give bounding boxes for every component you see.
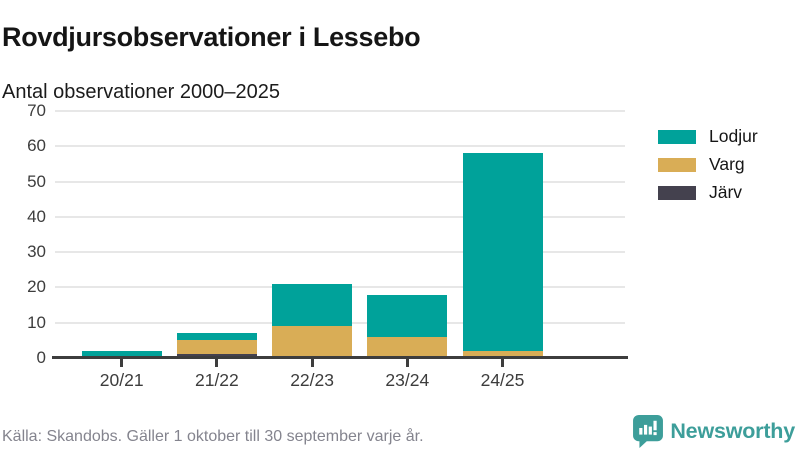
bar-segment-varg bbox=[272, 326, 353, 358]
x-axis: 20/21 21/22 22/23 23/24 24/25 bbox=[55, 359, 625, 395]
bar-segment-varg bbox=[367, 336, 448, 358]
x-tick-label: 21/22 bbox=[194, 370, 239, 390]
bar-segment-varg bbox=[176, 340, 257, 355]
x-tick-label: 23/24 bbox=[385, 370, 430, 390]
newsworthy-logo: Newsworthy bbox=[633, 415, 795, 448]
y-tick-label: 70 bbox=[27, 101, 46, 120]
y-tick-label: 40 bbox=[27, 206, 46, 226]
x-tick-label: 24/25 bbox=[480, 370, 525, 390]
bar-segment-varg bbox=[462, 350, 543, 358]
legend-label: Lodjur bbox=[709, 126, 758, 146]
x-tick bbox=[310, 359, 314, 367]
x-tick bbox=[215, 359, 219, 367]
y-tick-label: 60 bbox=[27, 136, 46, 156]
bar-segment-lodjur bbox=[367, 294, 448, 337]
bar-segment-lodjur bbox=[462, 153, 543, 351]
bar-segment-lodjur bbox=[176, 333, 257, 341]
source-note: Källa: Skandobs. Gäller 1 oktober till 3… bbox=[2, 428, 424, 445]
legend-swatch bbox=[658, 185, 696, 200]
x-tick-label: 20/21 bbox=[99, 370, 144, 390]
x-tick bbox=[501, 359, 504, 367]
legend-label: Varg bbox=[709, 154, 745, 174]
legend-label: Järv bbox=[709, 182, 743, 202]
gridline-50 bbox=[55, 180, 625, 183]
legend-item-varg: Varg bbox=[658, 154, 758, 174]
y-tick-label: 50 bbox=[27, 171, 46, 191]
x-tick-label: 22/23 bbox=[290, 370, 334, 390]
y-tick-label: 30 bbox=[27, 242, 46, 262]
gridline-70 bbox=[55, 110, 625, 112]
legend-item-lodjur: Lodjur bbox=[658, 126, 758, 146]
legend-swatch bbox=[658, 129, 696, 144]
legend-swatch bbox=[658, 157, 696, 172]
bar-segment-lodjur bbox=[81, 350, 162, 358]
gridline-30 bbox=[55, 251, 625, 254]
x-tick bbox=[405, 359, 409, 367]
x-tick bbox=[120, 359, 124, 367]
chart-subtitle: Antal observationer 2000–2025 bbox=[2, 80, 280, 103]
legend: Lodjur Varg Järv bbox=[658, 126, 758, 211]
y-tick-label: 0 bbox=[36, 348, 46, 367]
x-axis-line bbox=[52, 356, 628, 359]
gridline-40 bbox=[55, 215, 625, 218]
page-title: Rovdjursobservationer i Lessebo bbox=[2, 22, 421, 53]
bar-segment-lodjur bbox=[272, 283, 353, 327]
y-tick-label: 20 bbox=[27, 277, 46, 297]
legend-item-järv: Järv bbox=[658, 182, 758, 202]
y-axis-labels: 0 10 20 30 40 50 60 70 bbox=[0, 102, 46, 367]
gridline-60 bbox=[55, 145, 625, 148]
y-tick-label: 10 bbox=[27, 312, 46, 332]
plot-area bbox=[55, 110, 625, 358]
newsworthy-logo-icon bbox=[633, 415, 664, 448]
newsworthy-logo-text: Newsworthy bbox=[670, 419, 795, 443]
